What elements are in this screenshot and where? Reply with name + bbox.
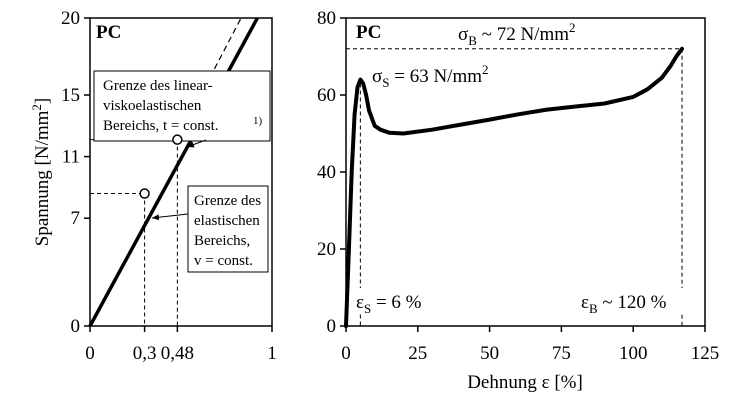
right-plot-frame [345,17,706,327]
sigma-s-label: σS = 63 N/mm2 [372,62,489,90]
eps-s-label-bg [353,288,453,314]
annotation-box-elastic [187,185,269,273]
left-markers [139,134,183,199]
left-x-tick-label: 0,48 [161,343,194,364]
left-plot-frame [89,17,273,327]
sigma-b-label: σB ~ 72 N/mm2 [458,20,576,48]
eps-s-label: εS = 6 % [356,292,422,316]
right-y-tick-label: 20 [317,239,336,260]
right-y-tick-label: 40 [317,162,336,183]
left-x-tick-label: 0,3 [133,343,157,364]
footnote-marker: 1) [253,115,263,127]
left-y-tick-label: 20 [61,8,80,29]
left-series [88,17,259,327]
left-guide-lines [90,139,178,326]
right-y-tick-label: 60 [317,85,336,106]
annotation-linear-viscoelastic: Grenze des linear- viskoelastischen Bere… [103,78,219,134]
right-x-tick-label: 25 [408,343,427,364]
left-x-tick-label: 0 [85,343,95,364]
eps-b-label: εB ~ 120 % [581,292,667,316]
left-chart: PC 0 7 11 15 20 0 0,3 0,48 1 Grenze des linear- … [29,8,277,364]
right-x-tick-label: 100 [619,343,648,364]
stress-strain-line [88,17,259,327]
left-x-tick-label: 1 [267,343,277,364]
left-y-tick-label: 15 [61,85,80,106]
limit-point-marker [139,188,150,199]
eps-b-label-bg [578,288,700,314]
left-y-tick-label: 7 [71,208,81,229]
left-y-tick-label: 0 [71,316,81,337]
right-guide-lines [346,48,683,326]
left-y-tick-label: 11 [62,147,80,168]
left-axis-ticks: 0 7 11 15 20 0 0,3 0,48 1 [61,8,277,364]
right-x-tick-label: 75 [552,343,571,364]
right-y-tick-label: 0 [327,316,337,337]
sigma-b-label-bg [450,22,620,46]
right-axis-ticks: 0 20 40 60 80 0 25 50 75 100 125 [317,8,719,364]
right-series [344,46,684,328]
annotation-box-linear-viscoelastic [93,70,271,142]
left-panel-label: PC [96,22,121,43]
arrow-to-elastic-limit [151,213,189,221]
arrow-to-viscoelastic-limit [186,139,207,148]
stress-strain-curve [344,46,684,328]
right-x-tick-label: 0 [341,343,351,364]
limit-point-marker [172,134,183,145]
right-panel-label: PC [356,22,381,43]
right-x-axis-label: Dehnung ε [%] [467,372,583,393]
annotation-elastic: Grenze des elastischen Bereichs, v = con… [194,193,265,269]
right-x-tick-label: 125 [691,343,720,364]
right-y-tick-label: 80 [317,8,336,29]
left-y-axis-label: Spannung [N/mm2] [29,98,53,246]
right-x-tick-label: 50 [480,343,499,364]
